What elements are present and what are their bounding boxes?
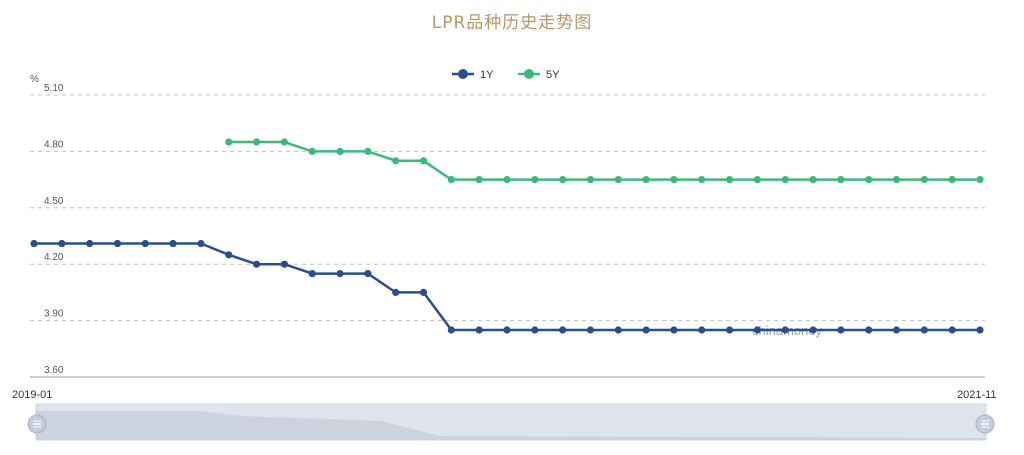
data-point-1Y[interactable] [976,326,984,334]
data-point-5Y[interactable] [892,176,901,184]
data-point-1Y[interactable] [753,326,762,334]
y-tick-label: 5.10 [44,83,64,94]
data-point-1Y[interactable] [280,260,289,268]
data-point-5Y[interactable] [531,176,539,184]
series-line-1Y [34,242,980,332]
y-tick-label: 3.90 [44,309,64,320]
data-point-1Y[interactable] [169,239,177,248]
x-range-end-label: 2021-11 [957,389,997,401]
data-point-1Y[interactable] [86,239,94,248]
data-point-5Y[interactable] [252,138,261,146]
data-point-1Y[interactable] [475,326,483,334]
data-point-1Y[interactable] [531,326,539,334]
data-point-5Y[interactable] [447,176,455,184]
data-point-1Y[interactable] [30,239,38,248]
data-point-1Y[interactable] [336,270,344,278]
y-axis-unit: % [30,74,39,85]
legend-item-5Y[interactable]: 5Y [518,69,560,81]
data-point-1Y[interactable] [892,326,901,334]
data-point-1Y[interactable] [503,326,511,334]
data-point-1Y[interactable] [58,239,66,248]
data-point-1Y[interactable] [586,326,595,334]
data-point-1Y[interactable] [392,288,400,296]
data-point-5Y[interactable] [225,138,233,146]
series-line-5Y [228,140,980,181]
data-point-5Y[interactable] [865,176,873,184]
data-point-5Y[interactable] [920,176,928,184]
data-point-1Y[interactable] [865,326,873,334]
legend[interactable]: 1Y 5Y [452,69,560,81]
data-point-1Y[interactable] [197,239,205,248]
y-tick-label: 3.60 [44,365,64,376]
data-point-5Y[interactable] [364,147,372,155]
data-point-5Y[interactable] [642,176,650,184]
data-point-5Y[interactable] [948,176,956,184]
zoom-handle-left[interactable] [27,414,47,434]
data-point-1Y[interactable] [670,326,678,334]
data-point-1Y[interactable] [920,326,928,334]
data-point-5Y[interactable] [475,176,483,184]
zoom-preview-area [36,411,986,440]
data-point-1Y[interactable] [642,326,650,334]
data-point-5Y[interactable] [809,176,817,184]
data-point-1Y[interactable] [447,326,455,334]
chart-title: LPR品种历史走势图 [431,13,593,33]
data-point-5Y[interactable] [753,176,762,184]
zoom-handle-right[interactable] [975,414,995,434]
y-tick-label: 4.20 [44,252,64,263]
data-point-5Y[interactable] [280,138,289,146]
legend-item-1Y[interactable]: 1Y [452,69,494,81]
data-point-5Y[interactable] [559,176,567,184]
data-point-1Y[interactable] [225,251,233,259]
data-zoom-slider[interactable] [27,403,995,441]
data-point-5Y[interactable] [614,176,622,184]
data-point-1Y[interactable] [948,326,956,334]
data-point-5Y[interactable] [837,176,845,184]
y-tick-label: 4.50 [44,196,64,207]
data-point-5Y[interactable] [419,157,428,165]
legend-label: 5Y [546,69,560,81]
data-point-5Y[interactable] [308,147,316,155]
data-point-1Y[interactable] [698,326,706,334]
data-point-5Y[interactable] [725,176,734,184]
data-point-1Y[interactable] [614,326,622,334]
data-point-1Y[interactable] [809,326,817,334]
data-point-1Y[interactable] [725,326,734,334]
data-point-1Y[interactable] [141,239,149,248]
x-range-start-label: 2019-01 [12,389,52,401]
data-point-5Y[interactable] [670,176,678,184]
data-point-1Y[interactable] [364,270,372,278]
legend-label: 1Y [480,69,494,81]
series-layer [30,138,984,334]
data-point-5Y[interactable] [586,176,595,184]
data-point-5Y[interactable] [976,176,984,184]
y-tick-labels: 5.10 4.80 4.50 4.20 3.90 3.60 [44,83,64,376]
data-point-1Y[interactable] [252,260,261,268]
data-point-1Y[interactable] [113,239,122,248]
y-tick-label: 4.80 [44,139,64,150]
data-point-5Y[interactable] [698,176,706,184]
data-point-1Y[interactable] [308,270,316,278]
data-point-5Y[interactable] [781,176,789,184]
data-point-1Y[interactable] [837,326,845,334]
data-point-5Y[interactable] [392,157,400,165]
legend-marker [524,69,534,79]
data-point-1Y[interactable] [781,326,789,334]
data-point-1Y[interactable] [559,326,567,334]
data-point-5Y[interactable] [503,176,511,184]
data-point-5Y[interactable] [336,147,344,155]
legend-marker [458,69,468,79]
grid-lines [30,94,985,322]
data-point-1Y[interactable] [419,288,428,296]
